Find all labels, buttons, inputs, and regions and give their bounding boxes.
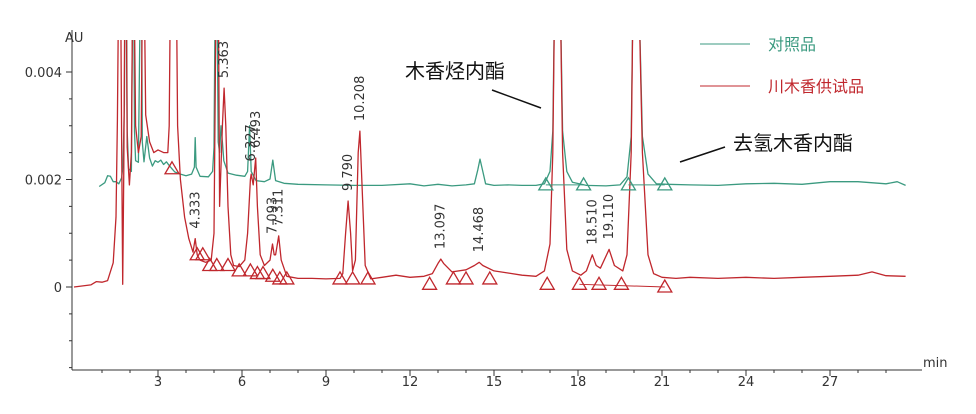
axes: AU min 3 6 9 12 15 18 21 24 27 0 0.002 0.004 (25, 30, 948, 390)
peak-label: 19.110 (602, 194, 617, 240)
baseline-mark (219, 257, 237, 272)
x-tick-label: 15 (486, 375, 503, 390)
peak-label: 10.208 (353, 76, 368, 122)
baseline-mark (344, 270, 361, 285)
x-tick-label: 3 (154, 375, 162, 390)
baseline-mark (264, 267, 281, 282)
baseline-mark (613, 276, 630, 290)
baseline-mark (457, 270, 475, 285)
series-line-0 (98, 40, 906, 188)
baseline-mark (445, 270, 462, 285)
peak-label: 18.510 (585, 199, 600, 245)
x-tick-label: 9 (322, 375, 330, 390)
x-axis-label: min (923, 356, 948, 371)
peak-label: 14.468 (472, 207, 487, 253)
annotation-pointer (679, 146, 726, 163)
peak-label: 7.311 (272, 189, 287, 226)
y-tick-label: 0.002 (25, 174, 62, 189)
annotation-label: 木香烃内酯 (405, 59, 505, 83)
x-tick-label: 24 (738, 375, 755, 390)
annotation-pointer (491, 89, 542, 109)
legend-label: 对照品 (768, 35, 816, 54)
integration-baseline (579, 283, 665, 288)
baseline-mark (481, 270, 498, 285)
baseline-mark (231, 262, 248, 277)
baseline-mark (656, 278, 673, 293)
legend-label: 川木香供试品 (768, 77, 864, 96)
series-layer (73, 40, 906, 288)
annotation-label: 去氢木香内酯 (733, 131, 853, 155)
peak-label: 7.093 (266, 197, 281, 234)
baseline-mark (194, 246, 211, 261)
baseline-mark (278, 270, 295, 285)
baseline-mark (537, 176, 554, 191)
x-tick-label: 27 (822, 375, 839, 390)
series-line-1 (73, 40, 906, 288)
baseline-mark (575, 176, 592, 191)
baseline-mark (254, 265, 272, 280)
peak-label: 6.493 (249, 111, 264, 148)
x-tick-label: 18 (570, 375, 587, 390)
x-tick-label: 12 (402, 375, 419, 390)
x-tick-label: 6 (238, 375, 246, 390)
y-tick-label: 0 (54, 281, 62, 296)
peak-label: 13.097 (434, 204, 449, 250)
y-tick-label: 0.004 (25, 66, 62, 81)
baseline-mark (163, 160, 181, 175)
baseline-mark (656, 176, 673, 191)
baseline-mark (421, 276, 438, 290)
baseline-mark (331, 270, 349, 285)
baseline-mark (590, 276, 608, 290)
y-axis-label: AU (65, 31, 83, 46)
baseline-mark (242, 262, 259, 277)
peak-label: 5.363 (217, 41, 232, 78)
baseline-mark (620, 176, 637, 191)
baseline-mark (359, 270, 377, 285)
baseline-marks-layer (163, 160, 673, 293)
baseline-mark (571, 276, 588, 290)
baseline-mark (208, 257, 225, 272)
x-tick-label: 21 (654, 375, 671, 390)
baseline-mark (539, 276, 556, 290)
peak-label: 4.333 (188, 191, 203, 228)
peak-label: 6.327 (244, 124, 259, 161)
peak-label: 9.790 (341, 154, 356, 191)
